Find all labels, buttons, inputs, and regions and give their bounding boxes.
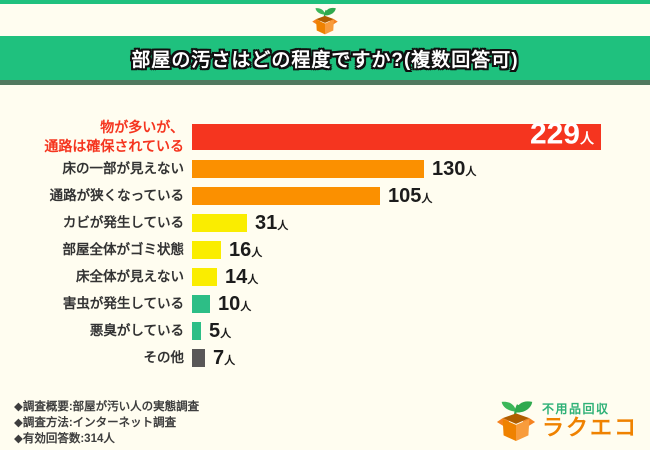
title-banner: 部屋の汚さはどの程度ですか?(複数回答可) (0, 36, 650, 85)
category-label: 害虫が発生している (62, 296, 184, 311)
category-label: 床全体が見えない (76, 269, 184, 284)
value-label: 14人 (225, 266, 259, 288)
logo-brand-name: ラクエコ (541, 414, 638, 440)
category-label: 物が多いが、 通路は確保されている (44, 119, 184, 154)
category-label: 床の一部が見えない (62, 161, 185, 176)
value-unit: 人 (580, 130, 594, 147)
value-unit: 人 (251, 247, 263, 259)
category-label: 悪臭がしている (89, 323, 184, 338)
category-label: その他 (143, 350, 185, 365)
survey-note-responses: ◆有効回答数:314人 (14, 433, 115, 445)
value-unit: 人 (224, 355, 236, 367)
value-unit: 人 (247, 274, 259, 286)
value-label: 105人 (388, 185, 433, 207)
category-label: カビが発生している (62, 215, 184, 230)
value-unit: 人 (220, 328, 232, 340)
bar (192, 241, 221, 259)
bar (192, 295, 210, 313)
bar (192, 214, 247, 232)
value-label: 10人 (218, 293, 252, 315)
top-accent-strip (0, 0, 650, 4)
value-label: 7人 (213, 347, 236, 369)
value-unit: 人 (240, 301, 252, 313)
box-sprout-icon (312, 7, 338, 35)
bar (192, 268, 217, 286)
survey-note-overview: ◆調査概要:部屋が汚い人の実態調査 (14, 401, 200, 413)
value-label: 31人 (255, 212, 289, 234)
brand-logo: 不用品回収 ラクエコ (495, 398, 638, 444)
value-label: 130人 (432, 158, 477, 180)
value-label: 229人 (529, 117, 594, 151)
survey-notes: ◆調査概要:部屋が汚い人の実態調査 ◆調査方法:インターネット調査 ◆有効回答数… (14, 399, 199, 447)
bar (192, 322, 201, 340)
bar: 229人 (192, 119, 601, 150)
survey-note-method: ◆調査方法:インターネット調査 (14, 417, 177, 429)
value-label: 5人 (209, 320, 232, 342)
box-sprout-logo-icon (496, 401, 536, 442)
bar (192, 187, 380, 205)
category-label: 部屋全体がゴミ状態 (62, 242, 185, 257)
category-label: 通路が狭くなっている (49, 188, 184, 203)
logo-service-name: 不用品回収 (541, 402, 610, 417)
value-unit: 人 (465, 166, 477, 178)
page-title: 部屋の汚さはどの程度ですか?(複数回答可) (131, 49, 519, 71)
bar (192, 349, 205, 367)
bar (192, 160, 424, 178)
value-label: 16人 (229, 239, 263, 261)
value-unit: 人 (421, 193, 433, 205)
value-unit: 人 (277, 220, 289, 232)
brand-logo-text: 不用品回収 ラクエコ (542, 403, 638, 439)
